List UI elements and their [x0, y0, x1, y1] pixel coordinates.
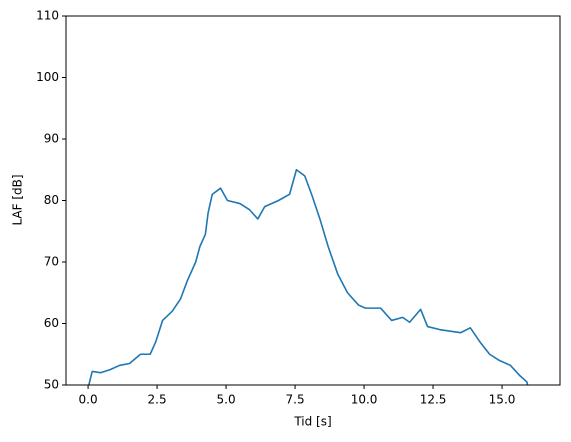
x-tick-label: 10.0 [351, 393, 378, 407]
x-tick-label: 0.0 [79, 393, 98, 407]
y-tick-label: 110 [36, 9, 59, 23]
x-tick-label: 5.0 [217, 393, 236, 407]
y-tick-label: 80 [44, 193, 59, 207]
plot-area [88, 168, 529, 385]
x-tick-label: 7.5 [286, 393, 305, 407]
y-axis-label: LAF [dB] [11, 174, 25, 225]
x-tick-label: 15.0 [489, 393, 516, 407]
y-tick-label: 70 [44, 255, 59, 269]
y-tick-label: 50 [44, 378, 59, 392]
x-tick-label: 12.5 [420, 393, 447, 407]
y-tick-label: 100 [36, 70, 59, 84]
y-tick-label: 90 [44, 132, 59, 146]
x-tick-label: 2.5 [148, 393, 167, 407]
x-axis-label: Tid [s] [293, 415, 331, 429]
y-tick-label: 60 [44, 316, 59, 330]
data-line [88, 168, 529, 385]
